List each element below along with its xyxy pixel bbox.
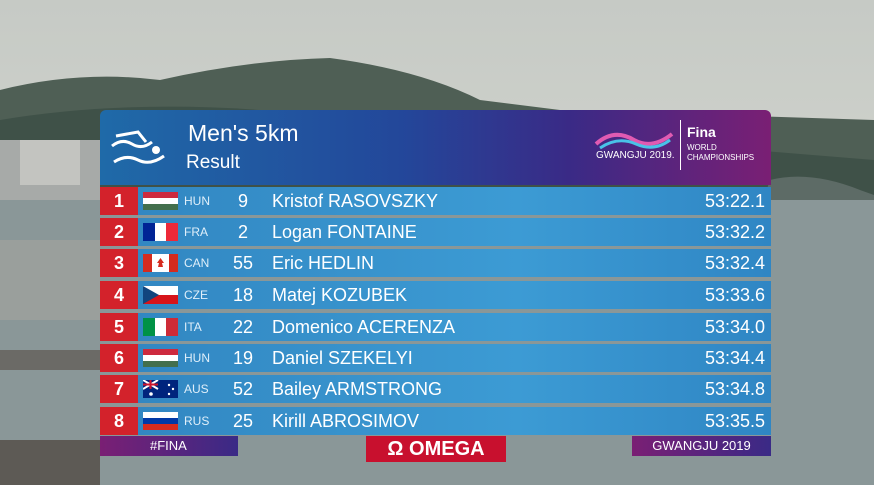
- result-row: 5 ITA 22 Domenico ACERENZA 53:34.0: [100, 313, 771, 341]
- flag: [143, 349, 178, 367]
- flag: [143, 380, 178, 398]
- country: ITA: [184, 320, 202, 334]
- logo-wave: [594, 132, 674, 150]
- flag: [143, 192, 178, 210]
- time: 53:33.6: [704, 285, 765, 305]
- logo-fina: Fina: [687, 124, 716, 140]
- athlete-name: Matej KOZUBEK: [272, 285, 408, 305]
- title: Men's 5km: [188, 120, 299, 146]
- rank: 5: [100, 313, 138, 341]
- result-row: 7 AUS 52 Bailey ARMSTRONG 53:34.8: [100, 375, 771, 403]
- sponsor-box: Ω OMEGA: [366, 436, 506, 462]
- rank: 7: [100, 375, 138, 403]
- country: HUN: [184, 194, 210, 208]
- time: 53:34.4: [704, 348, 765, 368]
- athlete-name: Kristof RASOVSZKY: [272, 191, 439, 211]
- country: AUS: [184, 382, 209, 396]
- time: 53:32.2: [704, 222, 765, 242]
- time: 53:22.1: [704, 191, 765, 211]
- time: 53:35.5: [704, 411, 765, 431]
- flag: [143, 318, 178, 336]
- time: 53:34.8: [704, 379, 765, 399]
- flag: [143, 223, 178, 241]
- country: HUN: [184, 351, 210, 365]
- result-row: 6 HUN 19 Daniel SZEKELYI 53:34.4: [100, 344, 771, 372]
- flag: [143, 412, 178, 430]
- logo-line: CHAMPIONSHIPS: [687, 153, 755, 162]
- bib: 9: [237, 191, 248, 211]
- logo-line: WORLD: [687, 143, 717, 152]
- rank: 3: [100, 249, 138, 277]
- bib: 2: [237, 222, 248, 242]
- country: FRA: [184, 225, 208, 239]
- hashtag: #FINA: [100, 436, 238, 456]
- rank: 8: [100, 407, 138, 435]
- omega-symbol: Ω: [387, 438, 404, 460]
- athlete-name: Domenico ACERENZA: [272, 317, 456, 337]
- flag: [143, 286, 178, 304]
- logo-city: GWANGJU 2019.: [596, 150, 675, 161]
- subtitle: Result: [186, 152, 240, 173]
- result-row: 1 HUN 9 Kristof RASOVSZKY 53:22.1: [100, 187, 771, 215]
- header: Men's 5km Result GWANGJU 2019. Fina WORL…: [100, 110, 771, 185]
- time: 53:34.0: [704, 317, 765, 337]
- result-row: 4 CZE 18 Matej KOZUBEK 53:33.6: [100, 281, 771, 309]
- country: CZE: [184, 288, 208, 302]
- flag: [143, 254, 178, 272]
- swim-icon: [111, 130, 165, 164]
- time: 53:32.4: [704, 253, 765, 273]
- country: RUS: [184, 414, 210, 428]
- bib: 22: [232, 317, 254, 337]
- athlete-name: Kirill ABROSIMOV: [272, 411, 420, 431]
- rank: 1: [100, 187, 138, 215]
- athlete-name: Logan FONTAINE: [272, 222, 417, 242]
- rank: 4: [100, 281, 138, 309]
- sponsor: OMEGA: [409, 438, 485, 460]
- bib: 52: [232, 379, 254, 399]
- country: CAN: [184, 256, 210, 270]
- rank: 6: [100, 344, 138, 372]
- athlete-name: Daniel SZEKELYI: [272, 348, 413, 368]
- bib: 19: [232, 348, 254, 368]
- bib: 25: [232, 411, 254, 431]
- event-name: GWANGJU 2019: [632, 436, 771, 456]
- bib: 55: [232, 253, 254, 273]
- athlete-name: Eric HEDLIN: [272, 253, 375, 273]
- rank: 2: [100, 218, 138, 246]
- result-row: 8 RUS 25 Kirill ABROSIMOV 53:35.5: [100, 407, 771, 435]
- bib: 18: [232, 285, 254, 305]
- result-row: 3 CAN 55 Eric HEDLIN 53:32.4: [100, 249, 771, 277]
- athlete-name: Bailey ARMSTRONG: [272, 379, 443, 399]
- result-row: 2 FRA 2 Logan FONTAINE 53:32.2: [100, 218, 771, 246]
